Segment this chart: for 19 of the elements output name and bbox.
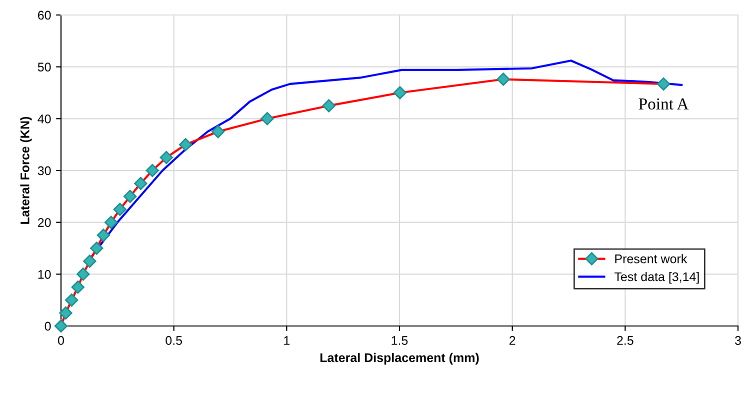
y-tick-label: 30 [38,166,51,176]
y-axis-title: Lateral Force (KN) [20,116,32,224]
legend-label: Test data [3,14] [614,272,699,284]
annotation: Point A [638,98,689,110]
legend-label: Present work [615,254,688,264]
y-tick-label: 20 [38,218,51,227]
y-tick-label: 60 [38,10,51,20]
x-axis-title: Lateral Displacement (mm) [320,352,479,365]
x-tick-label: 0 [58,336,64,345]
x-tick-label: 0.5 [166,336,182,345]
x-tick-label: 2 [509,336,516,345]
x-tick-label: 1.5 [392,336,408,345]
y-tick-label: 50 [38,62,51,72]
x-tick-label: 1 [284,336,290,345]
y-tick-label: 40 [38,114,51,124]
x-tick-label: 3 [735,336,741,345]
y-tick-label: 10 [38,270,51,279]
x-tick-label: 2.5 [617,336,634,345]
y-tick-label: 0 [44,322,51,331]
